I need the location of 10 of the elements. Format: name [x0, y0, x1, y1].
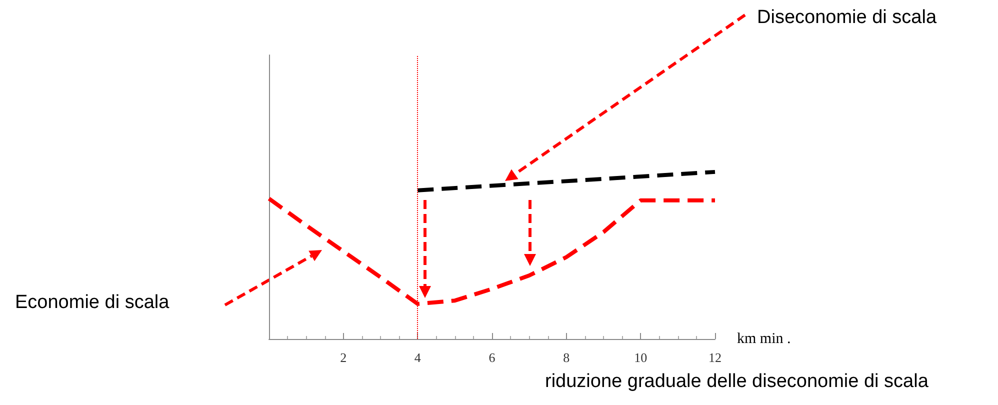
x-tick-label: 10 — [634, 350, 648, 365]
text: Diseconomie di scala — [757, 7, 937, 28]
x-tick-label: 8 — [563, 350, 570, 365]
x-tick-label: 4 — [414, 350, 422, 365]
text: riduzione graduale delle diseconomie di scala — [545, 371, 929, 392]
text: Economie di scala — [15, 292, 170, 313]
x-axis-title: km min . — [737, 331, 791, 347]
x-tick-label: 6 — [488, 350, 496, 365]
x-tick-label: 2 — [340, 350, 347, 365]
x-tick-label: 12 — [708, 350, 722, 365]
